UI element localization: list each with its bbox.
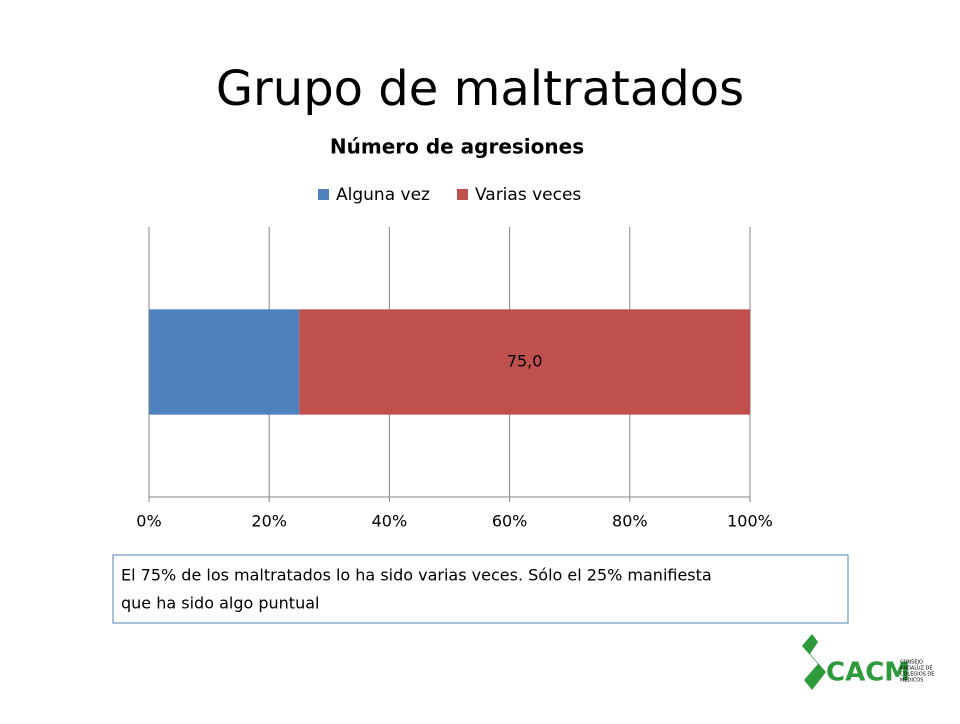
legend-swatch	[456, 189, 468, 200]
data-label: 75,0	[507, 352, 543, 371]
x-tick-label: 0%	[136, 512, 161, 531]
note-box	[112, 554, 849, 624]
note-line: que ha sido algo puntual	[121, 594, 319, 613]
x-tick-label: 40%	[372, 512, 408, 531]
bar	[299, 309, 750, 415]
logo-text: CACM	[826, 658, 910, 688]
legend-label: Alguna vez	[336, 185, 430, 205]
bar	[149, 309, 300, 415]
x-tick-label: 20%	[251, 512, 287, 531]
note-line: El 75% de los maltratados lo ha sido var…	[121, 566, 712, 585]
chart-title: Número de agresiones	[330, 135, 584, 159]
logo-subtitle: COLEGIOS DE	[900, 672, 934, 678]
x-tick-label: 80%	[612, 512, 648, 531]
logo-subtitle: CONSEJO	[900, 660, 923, 666]
x-tick-label: 100%	[727, 512, 773, 531]
logo: CACM CONSEJO ANDALUZ DE COLEGIOS DE MÉDI…	[802, 634, 934, 690]
logo-subtitle: ANDALUZ DE	[900, 666, 932, 672]
legend-swatch	[318, 189, 329, 200]
legend-label: Varias veces	[475, 185, 581, 205]
slide-title: Grupo de maltratados	[216, 61, 744, 117]
x-tick-label: 60%	[492, 512, 528, 531]
logo-subtitle: MÉDICOS	[900, 676, 923, 684]
logo-mark	[802, 634, 826, 690]
